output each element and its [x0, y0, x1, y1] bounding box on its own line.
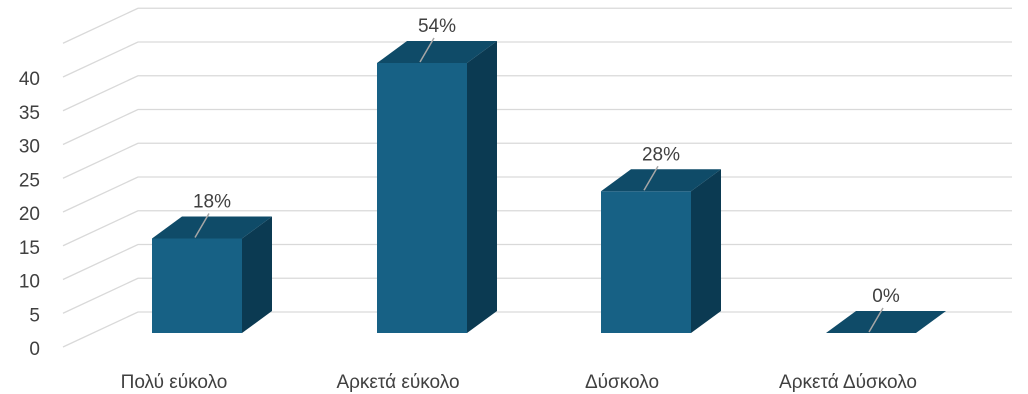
y-tick-label: 40 — [19, 69, 40, 90]
y-tick-label: 0 — [29, 339, 40, 360]
data-label: 28% — [642, 144, 680, 165]
category-label: Πολύ εύκολο — [121, 372, 228, 393]
bar — [826, 311, 946, 333]
y-tick-label: 35 — [19, 103, 40, 124]
data-labels: 18% 54% 28% 0% — [193, 16, 900, 333]
y-tick-label: 10 — [19, 272, 40, 293]
y-tick-label: 30 — [19, 137, 40, 158]
y-axis-ticks: 0 5 10 15 20 25 30 35 40 — [19, 69, 40, 360]
bar-front — [152, 238, 242, 333]
data-label-leader — [868, 307, 884, 333]
y-tick-label: 20 — [19, 204, 40, 225]
gridline — [62, 75, 1012, 112]
bar-side — [467, 41, 497, 333]
y-tick-label: 25 — [19, 170, 40, 191]
data-label: 54% — [418, 16, 456, 37]
category-labels: Πολύ εύκολο Αρκετά εύκολο Δύσκολο Αρκετά Δύ… — [121, 372, 917, 393]
data-label-leader — [643, 165, 659, 191]
gridline — [62, 311, 1012, 348]
category-label: Δύσκολο — [585, 372, 659, 393]
data-label: 18% — [193, 192, 231, 213]
bars — [152, 41, 946, 333]
gridline — [62, 7, 1012, 44]
bar-side — [242, 216, 272, 333]
bar — [377, 41, 497, 333]
data-label-leader — [194, 213, 210, 238]
bar-top — [377, 41, 497, 63]
y-tick-label: 15 — [19, 238, 40, 259]
bar-top — [601, 169, 721, 192]
bar-side — [691, 169, 721, 333]
gridline — [62, 108, 1012, 146]
bar-top — [152, 216, 272, 239]
data-label-leader — [419, 37, 435, 63]
bar-front — [377, 63, 467, 333]
category-label: Αρκετά εύκολο — [336, 372, 459, 393]
gridline — [62, 41, 1012, 78]
bar — [601, 169, 721, 333]
y-tick-label: 5 — [29, 305, 40, 326]
bar — [152, 216, 272, 333]
gridline — [62, 142, 1012, 179]
bar-top — [826, 311, 946, 333]
bar-front — [601, 191, 691, 333]
category-label: Αρκετά Δύσκολο — [779, 372, 917, 393]
data-label: 0% — [872, 286, 900, 307]
grid-layer — [62, 7, 1012, 348]
